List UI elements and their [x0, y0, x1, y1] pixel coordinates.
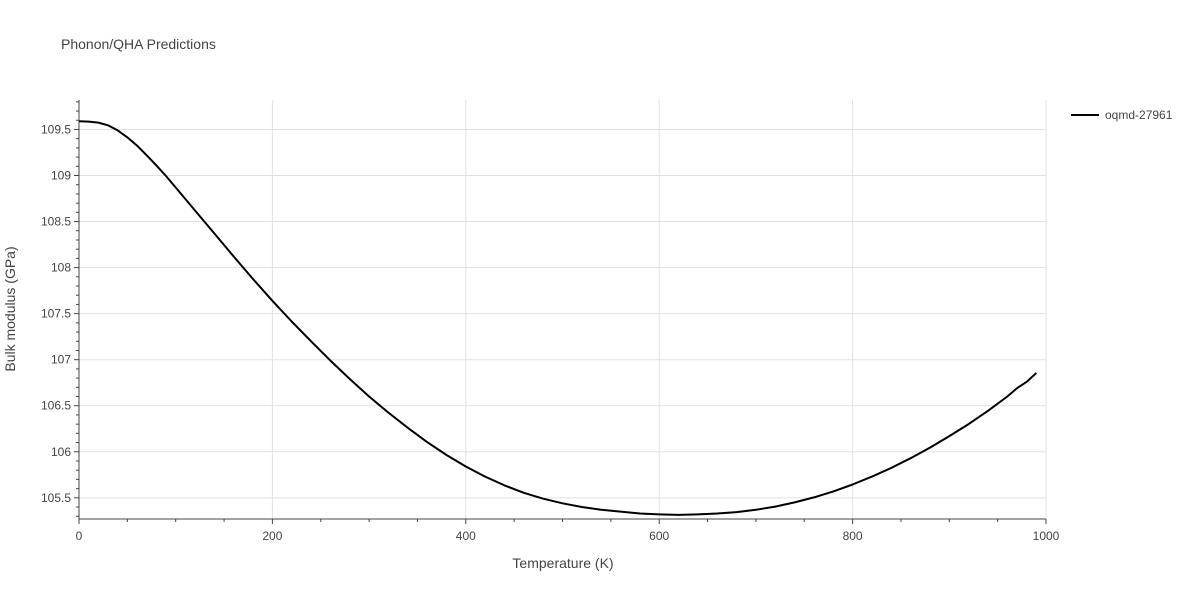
tick-labels: 0 200 400 600 800 1000 105.5 106 106.5 107 107.5 10… — [41, 122, 1060, 543]
grid-lines — [79, 100, 1047, 519]
legend-label: oqmd-27961 — [1105, 108, 1173, 122]
y-axis-title: Bulk modulus (GPa) — [2, 246, 18, 371]
x-axis-title: Temperature (K) — [512, 555, 613, 571]
y-tick-label: 105.5 — [41, 491, 71, 505]
y-tick-label: 109.5 — [41, 122, 71, 136]
x-tick-label: 800 — [843, 529, 863, 543]
y-tick-label: 108.5 — [41, 215, 71, 229]
x-tick-label: 400 — [456, 529, 476, 543]
data-series — [78, 120, 1037, 516]
chart-title: Phonon/QHA Predictions — [61, 36, 216, 52]
axes — [74, 100, 1047, 524]
series-line — [78, 120, 1037, 516]
y-tick-label: 108 — [51, 261, 71, 275]
x-tick-label: 200 — [262, 529, 282, 543]
legend[interactable]: oqmd-27961 — [1071, 108, 1173, 122]
y-tick-label: 106.5 — [41, 399, 71, 413]
y-tick-label: 107 — [51, 353, 71, 367]
x-tick-label: 0 — [76, 529, 83, 543]
x-tick-label: 1000 — [1033, 529, 1060, 543]
y-tick-label: 107.5 — [41, 307, 71, 321]
x-tick-label: 600 — [649, 529, 669, 543]
y-tick-label: 106 — [51, 445, 71, 459]
y-tick-label: 109 — [51, 169, 71, 183]
